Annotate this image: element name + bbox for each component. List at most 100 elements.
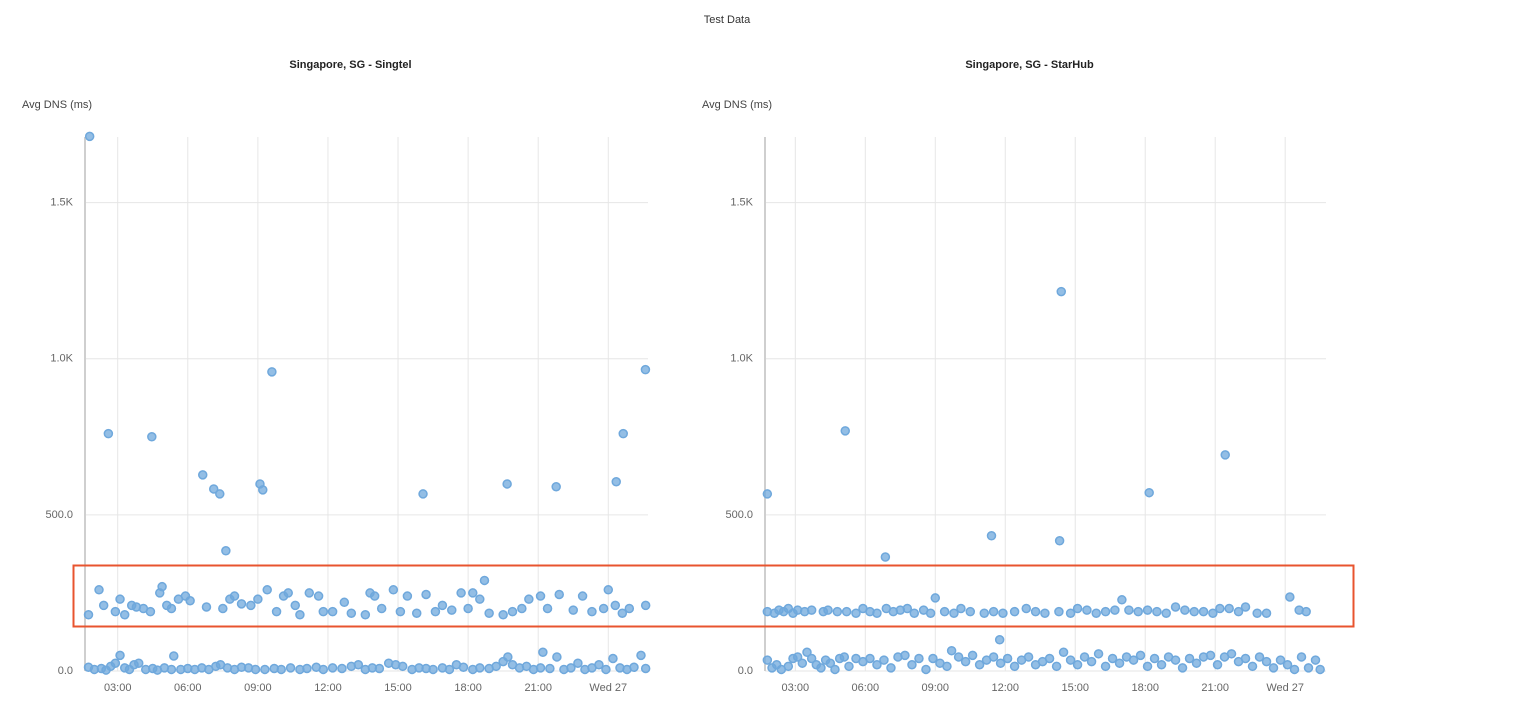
x-tick-label: 15:00	[1061, 682, 1089, 694]
data-point	[1282, 660, 1293, 670]
data-point	[1142, 605, 1153, 615]
data-point	[988, 652, 999, 662]
data-point	[133, 658, 144, 668]
data-point	[965, 606, 976, 617]
data-point	[577, 591, 588, 601]
x-tick-label: 12:00	[991, 682, 1019, 694]
data-point	[369, 591, 380, 601]
y-axis-title: Avg DNS (ms)	[22, 99, 92, 111]
data-point	[914, 653, 924, 664]
data-point	[636, 650, 646, 661]
data-point	[535, 663, 546, 673]
data-point	[397, 661, 408, 672]
data-point	[1124, 605, 1134, 615]
data-point	[271, 606, 282, 617]
data-point	[1058, 647, 1069, 658]
data-point	[84, 131, 95, 142]
data-point	[998, 608, 1008, 618]
data-point	[1170, 655, 1181, 665]
data-point	[1205, 650, 1216, 661]
data-point	[276, 664, 286, 675]
data-point	[1198, 606, 1209, 617]
data-point	[1009, 661, 1020, 672]
x-tick-label: 09:00	[922, 682, 950, 694]
data-point	[545, 663, 555, 674]
page-title: Test Data	[704, 14, 751, 26]
data-point	[115, 594, 125, 604]
data-point	[928, 653, 938, 664]
data-point	[601, 664, 611, 675]
y-tick-label: 1.5K	[50, 196, 73, 208]
data-point	[907, 660, 917, 670]
data-point	[879, 655, 889, 665]
data-point	[1170, 602, 1181, 612]
data-point	[437, 600, 448, 611]
data-point	[783, 661, 794, 672]
x-tick-label: 21:00	[1201, 682, 1229, 694]
data-point	[925, 608, 936, 618]
data-point	[215, 489, 225, 499]
data-point	[302, 663, 312, 674]
data-point	[1180, 605, 1190, 615]
data-point	[267, 367, 277, 377]
data-point	[611, 477, 621, 487]
data-point	[1215, 603, 1225, 614]
data-point	[157, 581, 167, 592]
data-point	[1275, 655, 1286, 665]
data-point	[1086, 656, 1097, 667]
data-point	[1261, 608, 1272, 618]
data-point	[1315, 664, 1325, 675]
x-tick-label: 12:00	[314, 682, 342, 694]
data-point	[900, 650, 910, 661]
data-point	[503, 652, 513, 662]
data-point	[979, 608, 990, 618]
data-point	[1023, 652, 1034, 662]
data-point	[1100, 606, 1111, 617]
data-point	[568, 605, 578, 615]
data-point	[624, 603, 635, 614]
data-point	[468, 588, 478, 598]
data-point	[1117, 595, 1127, 605]
data-point	[1093, 649, 1104, 659]
data-point	[94, 585, 104, 595]
data-point	[994, 635, 1005, 645]
data-point	[1110, 605, 1120, 615]
data-point	[1056, 286, 1066, 297]
x-tick-label: 18:00	[1131, 682, 1159, 694]
data-point	[339, 597, 350, 608]
data-point	[1191, 658, 1202, 668]
x-tick-label: Wed 27	[589, 682, 627, 694]
x-tick-label: 03:00	[782, 682, 810, 694]
x-tick-label: 18:00	[454, 682, 482, 694]
data-point	[1285, 592, 1295, 602]
data-point	[411, 608, 422, 618]
data-point	[524, 594, 534, 604]
y-tick-label: 1.5K	[730, 196, 753, 208]
data-point	[1224, 603, 1234, 614]
data-point	[484, 608, 494, 618]
data-point	[402, 591, 413, 601]
data-point	[552, 652, 562, 662]
x-tick-label: 15:00	[384, 682, 412, 694]
data-point	[1208, 608, 1218, 618]
data-point	[1268, 663, 1279, 673]
data-point	[395, 606, 406, 617]
data-point	[1065, 608, 1076, 618]
data-point	[554, 589, 564, 600]
data-point	[967, 650, 978, 661]
y-tick-label: 500.0	[725, 509, 753, 521]
data-point	[295, 610, 305, 620]
data-point	[502, 479, 512, 489]
data-point	[880, 552, 891, 562]
data-point	[1177, 663, 1188, 673]
data-point	[839, 652, 850, 662]
data-point	[421, 589, 431, 600]
data-point	[346, 608, 357, 618]
data-point	[1261, 656, 1272, 667]
data-point	[318, 664, 329, 675]
data-point	[535, 591, 546, 601]
data-point	[283, 588, 293, 598]
data-point	[1021, 603, 1032, 614]
